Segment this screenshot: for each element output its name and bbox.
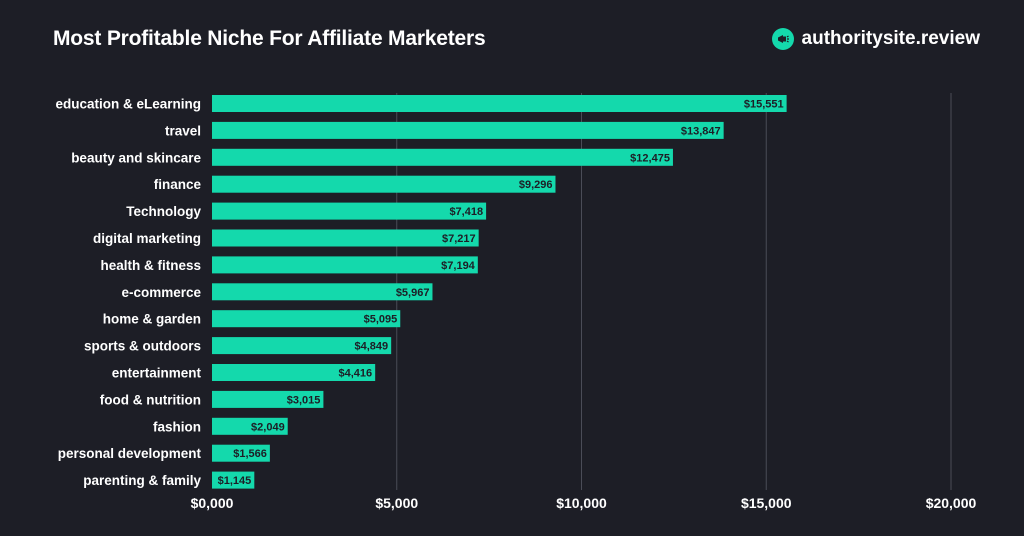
bar xyxy=(212,390,324,408)
category-label: digital marketing xyxy=(93,231,201,246)
category-label: personal development xyxy=(58,446,202,461)
x-tick-label: $5,000 xyxy=(375,495,418,511)
value-label: $2,049 xyxy=(251,421,285,433)
value-label: $12,475 xyxy=(630,152,670,164)
bars xyxy=(212,95,787,489)
bar xyxy=(212,256,478,274)
value-label: $5,095 xyxy=(364,314,398,326)
bar xyxy=(212,364,376,381)
x-tick-label: $20,000 xyxy=(926,495,977,511)
bar xyxy=(212,310,401,328)
category-label: food & nutrition xyxy=(100,392,201,407)
x-axis-ticks: $0,000 $5,000 $10,000 $15,000 $20,000 xyxy=(191,495,977,511)
chart-title: Most Profitable Niche For Affiliate Mark… xyxy=(53,27,486,50)
category-label: fashion xyxy=(153,419,201,434)
category-label: finance xyxy=(154,177,202,192)
x-tick-label: $15,000 xyxy=(741,495,792,511)
brand: authoritysite.review xyxy=(771,28,980,50)
value-labels: $15,551 $13,847 $12,475 $9,296 $7,418 $7,217 $… xyxy=(218,99,784,488)
bar xyxy=(212,148,673,166)
x-tick-label: $0,000 xyxy=(191,495,234,511)
bar xyxy=(212,175,556,193)
bar xyxy=(212,229,479,247)
value-label: $1,145 xyxy=(218,475,252,487)
value-label: $5,967 xyxy=(396,287,430,299)
bar xyxy=(212,471,255,489)
value-label: $4,849 xyxy=(355,341,389,353)
category-label: entertainment xyxy=(112,366,202,381)
value-label: $3,015 xyxy=(287,394,321,406)
category-label: health & fitness xyxy=(100,258,201,273)
category-label: sports & outdoors xyxy=(84,339,201,354)
value-label: $4,416 xyxy=(339,368,373,380)
value-label: $13,847 xyxy=(681,125,721,137)
category-label: parenting & family xyxy=(83,473,201,488)
category-label: Technology xyxy=(126,204,201,219)
bar xyxy=(212,417,288,435)
value-label: $9,296 xyxy=(519,179,553,191)
bar xyxy=(212,444,270,462)
value-label: $7,418 xyxy=(449,206,483,218)
category-label: beauty and skincare xyxy=(71,150,201,165)
bar xyxy=(212,202,487,220)
megaphone-icon xyxy=(771,28,794,50)
bar xyxy=(212,283,433,301)
bar xyxy=(212,121,724,139)
x-tick-label: $10,000 xyxy=(556,495,607,511)
value-label: $15,551 xyxy=(744,99,784,111)
category-label: home & garden xyxy=(103,312,201,327)
category-labels: education & eLearning travel beauty and sk… xyxy=(55,97,201,489)
value-label: $7,194 xyxy=(441,260,476,272)
category-label: e-commerce xyxy=(121,285,201,300)
value-label: $7,217 xyxy=(442,233,476,245)
bar xyxy=(212,95,787,112)
brand-name: authoritysite.review xyxy=(801,28,980,49)
bar xyxy=(212,337,392,355)
category-label: education & eLearning xyxy=(55,97,201,112)
value-label: $1,566 xyxy=(233,448,267,460)
category-label: travel xyxy=(165,123,201,138)
